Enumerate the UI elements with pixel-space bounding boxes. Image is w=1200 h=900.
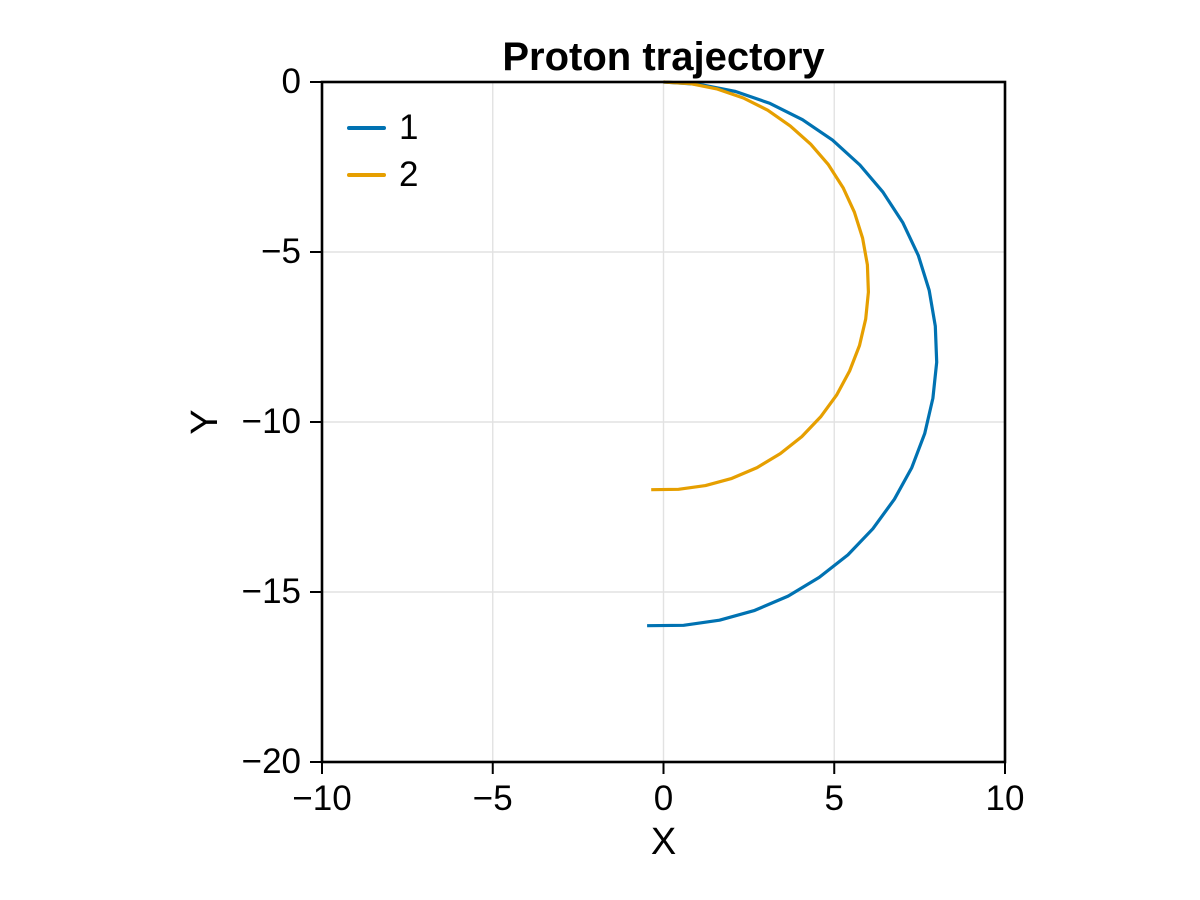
x-tick-label: −5	[472, 779, 513, 818]
y-tick-label: −10	[241, 402, 301, 441]
y-axis-label: Y	[184, 409, 226, 435]
legend-item-1: 1	[347, 106, 418, 150]
legend: 1 2	[347, 106, 418, 200]
chart-title: Proton trajectory	[502, 35, 825, 79]
series-line-1	[647, 80, 939, 628]
legend-line-swatch-1	[347, 126, 386, 130]
legend-label-1: 1	[399, 108, 419, 147]
x-tick-label: 10	[985, 779, 1025, 818]
y-tick-label: −5	[261, 232, 301, 271]
legend-item-2: 2	[347, 153, 418, 197]
x-tick-label: 5	[824, 779, 844, 818]
y-tick-label: −20	[241, 742, 301, 781]
legend-line-swatch-2	[347, 173, 386, 177]
x-tick-label: −10	[292, 779, 352, 818]
x-axis-label: X	[650, 821, 677, 863]
legend-label-2: 2	[399, 155, 419, 194]
x-tick-label: 0	[653, 779, 674, 818]
y-tick-label: 0	[281, 62, 301, 101]
plot-frame	[320, 80, 1007, 764]
series-line-2	[651, 80, 870, 492]
y-tick-label: −15	[241, 572, 301, 611]
